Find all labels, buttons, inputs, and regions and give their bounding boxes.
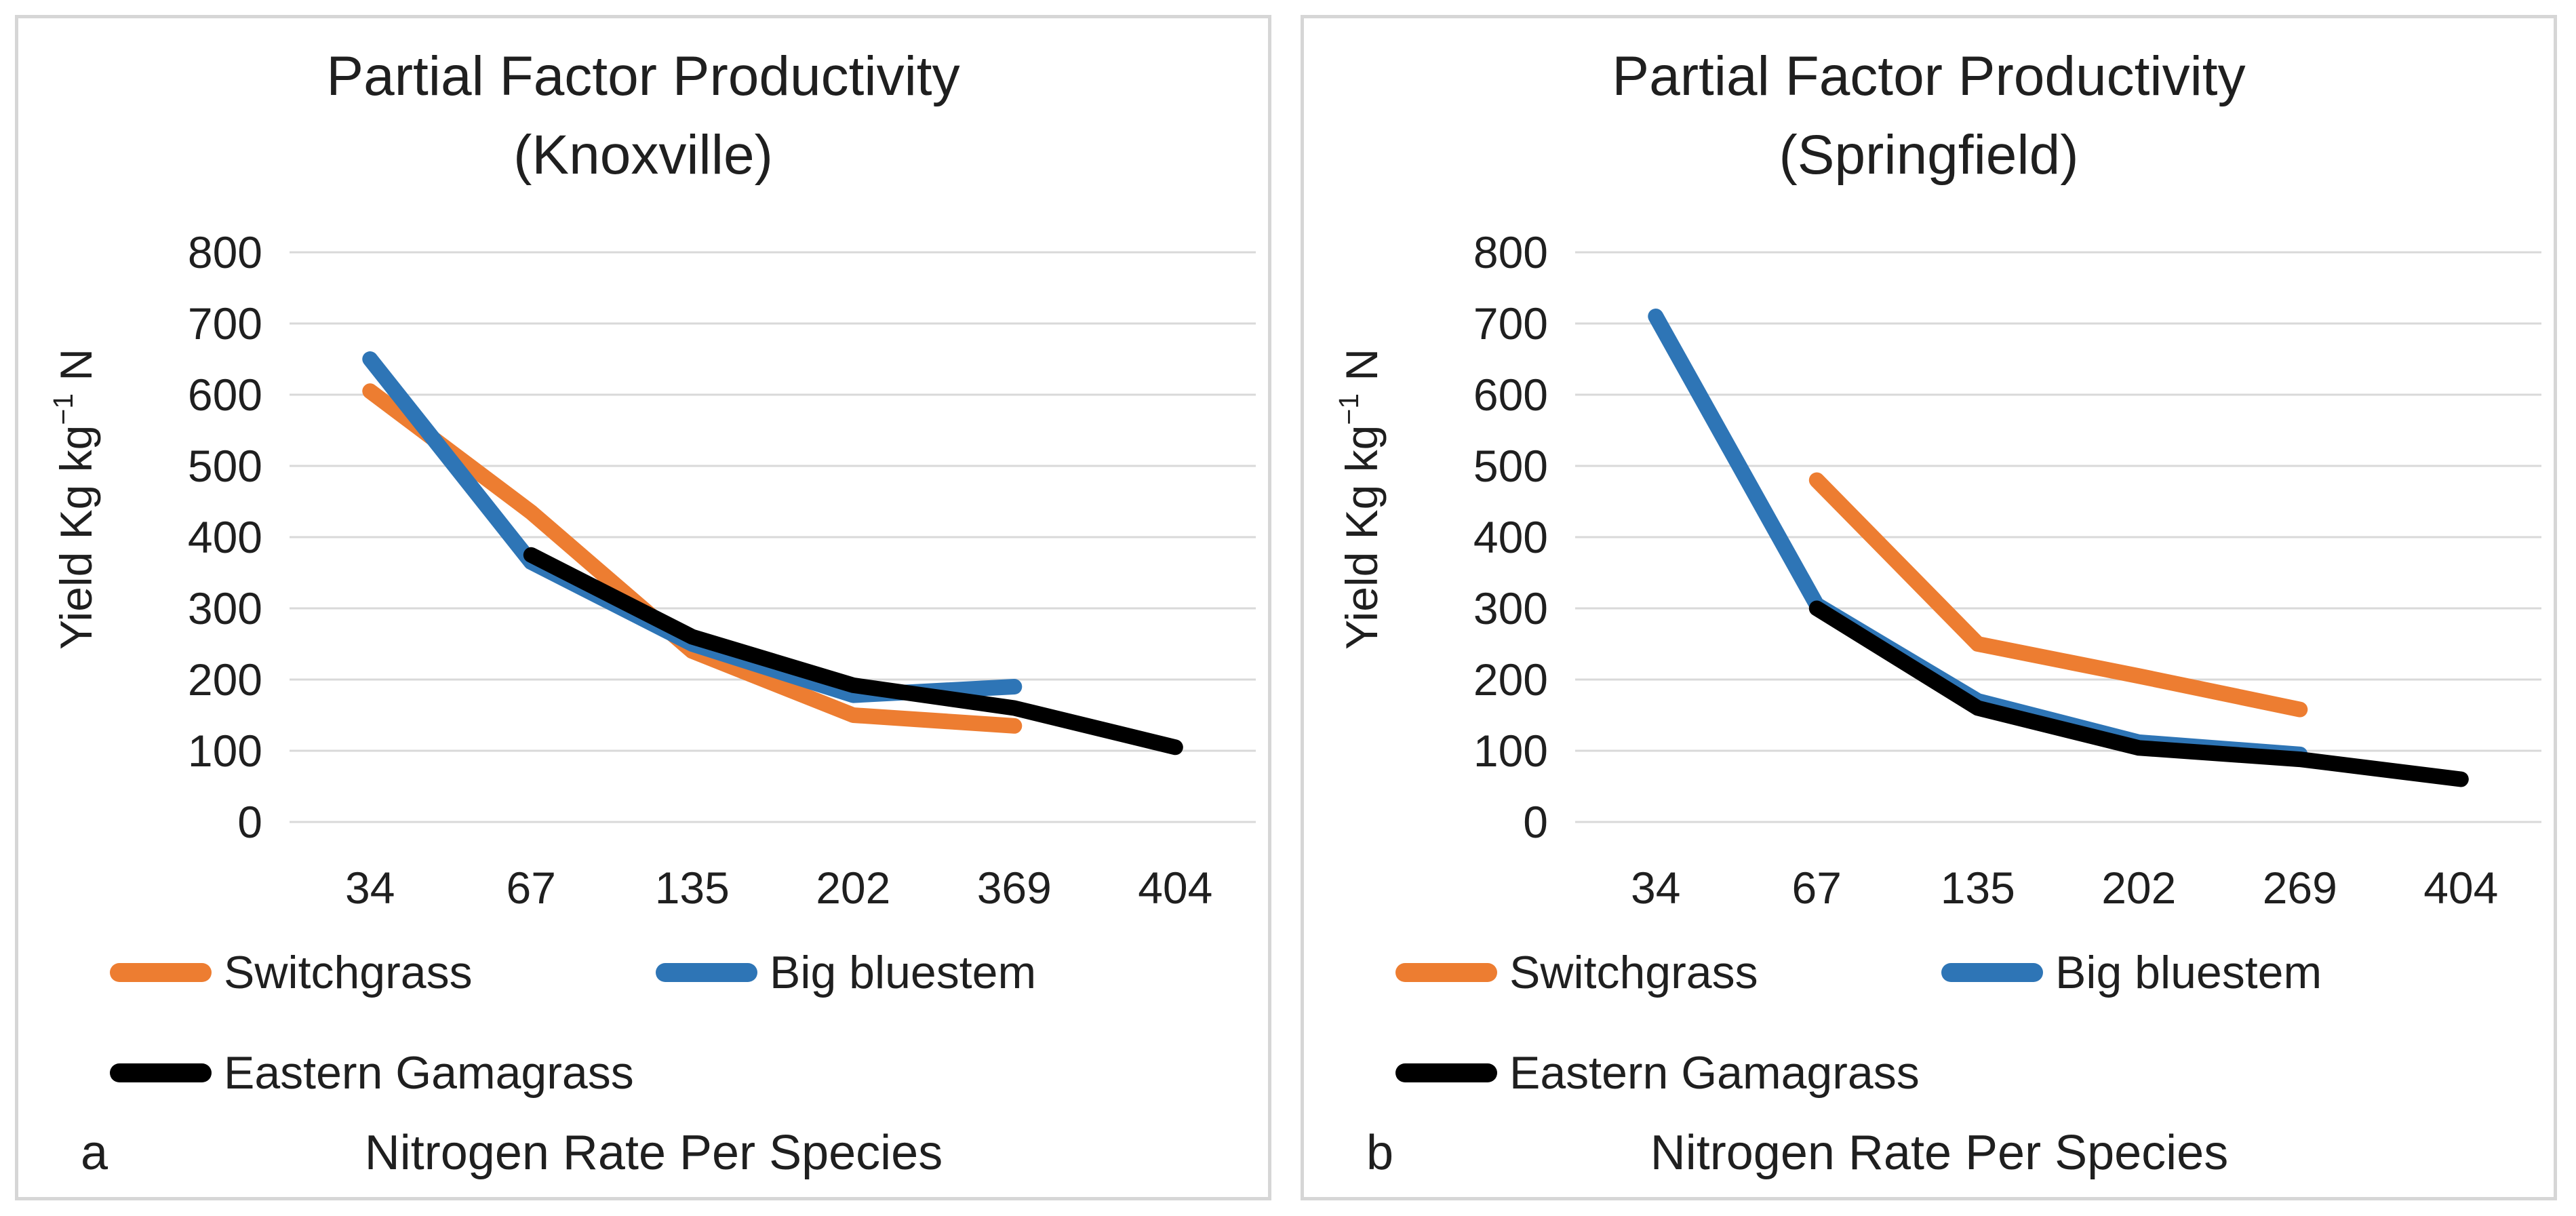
y-tick-label-600: 600 bbox=[187, 370, 262, 420]
y-tick-label-800: 800 bbox=[187, 227, 262, 277]
legend-swatch-switchgrass bbox=[1395, 963, 1497, 982]
legend-item-big-bluestem: Big bluestem bbox=[1941, 946, 2322, 999]
y-tick-label-300: 300 bbox=[1473, 583, 1548, 633]
chart-title: Partial Factor Productivity (Springfield… bbox=[1304, 37, 2554, 195]
series-line-switchgrass bbox=[362, 383, 1023, 734]
y-tick-label-200: 200 bbox=[1473, 654, 1548, 705]
chart-title-line2: (Springfield) bbox=[1779, 124, 2079, 187]
y-tick-label-0: 0 bbox=[1523, 797, 1548, 847]
legend-item-big-bluestem: Big bluestem bbox=[656, 946, 1036, 999]
legend-label-eastern-gamagrass: Eastern Gamagrass bbox=[224, 1047, 634, 1099]
gridlines bbox=[1575, 251, 2541, 823]
series-line-eastern-gamagrass bbox=[523, 547, 1183, 756]
panel-letter: a bbox=[81, 1126, 108, 1180]
x-tick-label-202: 202 bbox=[816, 863, 891, 913]
x-tick-label-202: 202 bbox=[2101, 863, 2177, 913]
y-tick-label-700: 700 bbox=[187, 298, 262, 349]
x-tick-label-67: 67 bbox=[1791, 863, 1842, 913]
y-tick-label-100: 100 bbox=[187, 726, 262, 776]
y-tick-label-100: 100 bbox=[1473, 726, 1548, 776]
plot-area bbox=[290, 251, 1256, 823]
chart-title-line2: (Knoxville) bbox=[513, 124, 773, 187]
legend-swatch-big-bluestem bbox=[656, 963, 757, 982]
y-tick-label-0: 0 bbox=[237, 797, 262, 847]
legend-swatch-big-bluestem bbox=[1941, 963, 2043, 982]
y-tick-label-500: 500 bbox=[1473, 441, 1548, 491]
y-tick-label-500: 500 bbox=[187, 441, 262, 491]
legend-label-switchgrass: Switchgrass bbox=[1509, 947, 1758, 998]
legend-label-switchgrass: Switchgrass bbox=[224, 947, 473, 998]
x-tick-label-135: 135 bbox=[654, 863, 730, 913]
x-axis-title: Nitrogen Rate Per Species bbox=[1650, 1126, 2229, 1180]
legend-swatch-eastern-gamagrass bbox=[1395, 1063, 1497, 1082]
chart-panel-springfield: Partial Factor Productivity (Springfield… bbox=[1301, 15, 2557, 1200]
legend-label-big-bluestem: Big bluestem bbox=[770, 947, 1037, 998]
x-tick-label-369: 369 bbox=[976, 863, 1052, 913]
x-tick-label-34: 34 bbox=[345, 863, 395, 913]
legend-item-eastern-gamagrass: Eastern Gamagrass bbox=[110, 1046, 634, 1099]
legend-item-switchgrass: Switchgrass bbox=[1395, 946, 1758, 999]
chart-title: Partial Factor Productivity (Knoxville) bbox=[18, 37, 1268, 195]
x-tick-label-404: 404 bbox=[2423, 863, 2499, 913]
x-tick-label-135: 135 bbox=[1940, 863, 2015, 913]
y-tick-label-300: 300 bbox=[187, 583, 262, 633]
series-line-switchgrass bbox=[1808, 472, 2308, 718]
x-tick-label-404: 404 bbox=[1138, 863, 1213, 913]
series-line-eastern-gamagrass bbox=[1808, 600, 2469, 787]
legend-item-eastern-gamagrass: Eastern Gamagrass bbox=[1395, 1046, 1920, 1099]
y-tick-label-400: 400 bbox=[187, 512, 262, 562]
legend-label-big-bluestem: Big bluestem bbox=[2055, 947, 2322, 998]
legend-label-eastern-gamagrass: Eastern Gamagrass bbox=[1509, 1047, 1920, 1099]
y-tick-label-700: 700 bbox=[1473, 298, 1548, 349]
chart-panel-knoxville: Partial Factor Productivity (Knoxville) … bbox=[15, 15, 1271, 1200]
chart-title-line1: Partial Factor Productivity bbox=[1612, 45, 2246, 107]
x-tick-label-269: 269 bbox=[2262, 863, 2337, 913]
y-tick-label-800: 800 bbox=[1473, 227, 1548, 277]
y-axis-tick-labels: 0 100 200 300 400 500 600 700 800 bbox=[1304, 227, 1548, 847]
x-axis-tick-labels: 34 67 135 202 369 404 bbox=[290, 861, 1256, 922]
y-tick-label-400: 400 bbox=[1473, 512, 1548, 562]
plot-area bbox=[1575, 251, 2541, 823]
x-axis-tick-labels: 34 67 135 202 269 404 bbox=[1575, 861, 2541, 922]
x-tick-label-67: 67 bbox=[506, 863, 556, 913]
legend-swatch-switchgrass bbox=[110, 963, 212, 982]
y-tick-label-600: 600 bbox=[1473, 370, 1548, 420]
panel-letter: b bbox=[1366, 1126, 1394, 1180]
y-tick-label-200: 200 bbox=[187, 654, 262, 705]
x-axis-title: Nitrogen Rate Per Species bbox=[364, 1126, 943, 1180]
legend-swatch-eastern-gamagrass bbox=[110, 1063, 212, 1082]
chart-title-line1: Partial Factor Productivity bbox=[326, 45, 960, 107]
x-tick-label-34: 34 bbox=[1631, 863, 1681, 913]
y-axis-tick-labels: 0 100 200 300 400 500 600 700 800 bbox=[18, 227, 262, 847]
legend-item-switchgrass: Switchgrass bbox=[110, 946, 473, 999]
